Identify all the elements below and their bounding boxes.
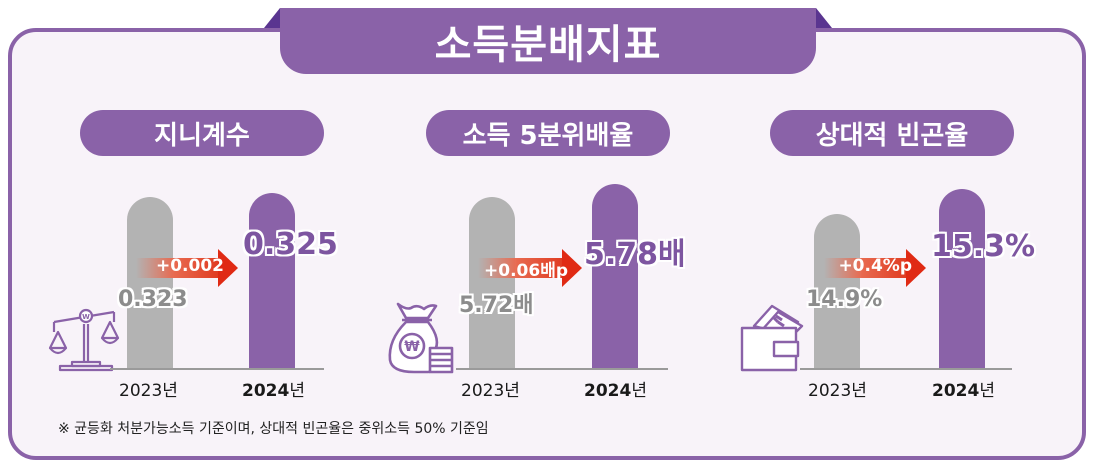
year-label-2023-poverty: 2023년 [808,381,867,401]
baseline-quintile [456,368,668,370]
footnote: ※ 균등화 처분가능소득 기준이며, 상대적 빈곤율은 중위소득 50% 기준임 [58,421,489,437]
baseline-poverty [800,368,1012,370]
page-title: 소득분배지표 [434,22,662,68]
change-arrow-gini: +0.002 [136,249,238,287]
baseline-gini [110,368,324,370]
bar-2024-gini [249,193,295,368]
year-label-2024-gini: 2024년 [242,381,305,401]
panel-title-quintile: 소득 5분위배율 [426,110,670,156]
bar-2024-poverty [939,189,985,368]
title-ribbon-fold-left [264,8,280,28]
panel-title-gini: 지니계수 [80,110,324,156]
change-label-gini: +0.002 [155,256,224,276]
year-label-2024-quintile: 2024년 [584,381,647,401]
bar-2023-quintile [469,197,515,368]
bar-2024-quintile [592,184,638,368]
year-label-2023-gini: 2023년 [119,381,178,401]
svg-text:₩: ₩ [404,339,420,355]
value-2024-poverty: 15.3% [931,229,1036,264]
value-2023-poverty: 14.9% [806,287,883,312]
change-arrow-poverty: +0.4%p [824,249,926,287]
value-2023-quintile: 5.72배 [459,293,534,318]
change-label-poverty: +0.4%p [838,256,912,276]
bar-2023-poverty [814,214,860,368]
title-banner: 소득분배지표 [280,8,816,74]
change-arrow-quintile: +0.06배p [478,249,582,287]
money-bag-icon: ₩ [388,302,454,374]
year-label-2024-poverty: 2024년 [932,381,995,401]
value-2024-quintile: 5.78배 [584,237,686,272]
wallet-icon [740,304,804,372]
year-label-2023-quintile: 2023년 [461,381,520,401]
value-2023-gini: 0.323 [118,287,188,312]
change-label-quintile: +0.06배p [484,261,568,281]
scale-icon: W [48,308,120,372]
bar-2023-gini [127,197,173,368]
infographic-frame [8,28,1086,460]
panel-title-poverty: 상대적 빈곤율 [770,110,1014,156]
value-2024-gini: 0.325 [243,227,338,262]
svg-text:W: W [82,313,90,321]
title-ribbon-fold-right [816,8,832,28]
